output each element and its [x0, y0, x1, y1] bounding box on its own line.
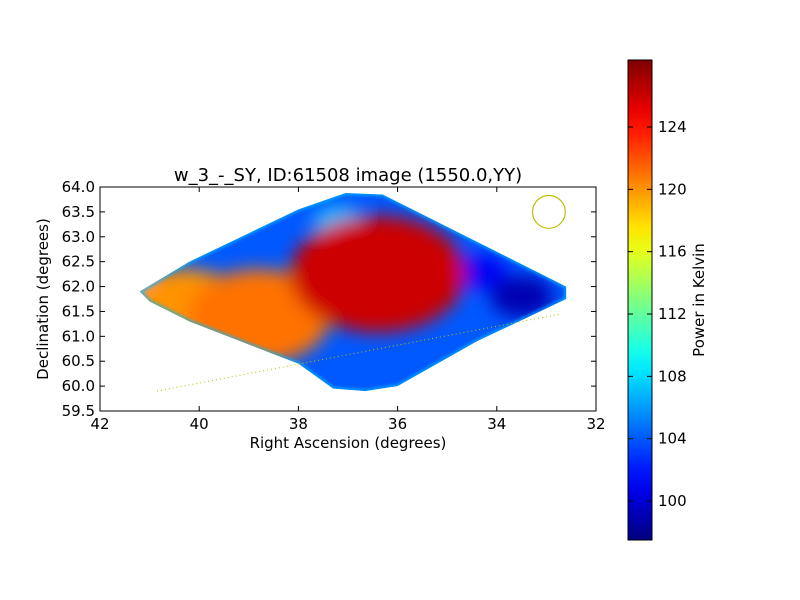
y-tick-label: 60.5 — [62, 352, 95, 370]
y-axis-label: Declination (degrees) — [34, 218, 52, 380]
colorbar-tick-label: 104 — [658, 430, 687, 448]
x-axis-ticks: 42 40 38 36 34 32 — [90, 187, 606, 433]
x-tick-label: 42 — [90, 415, 109, 433]
colorbar: 100 104 108 112 116 120 124 Power in Kelvin — [627, 59, 708, 541]
x-tick-label: 38 — [289, 415, 308, 433]
footprint-edge — [139, 193, 567, 392]
x-tick-label: 34 — [487, 415, 506, 433]
x-tick-label: 40 — [190, 415, 209, 433]
y-tick-label: 59.5 — [62, 402, 95, 420]
colorbar-ticks: 100 104 108 112 116 120 124 — [628, 118, 687, 510]
beam-circle — [531, 194, 566, 229]
y-axis-ticks: 59.5 60.0 60.5 61.0 61.5 62.0 62.5 63.0 63.5 64.0 — [62, 178, 596, 420]
y-tick-label: 63.0 — [62, 228, 95, 246]
chart-title: w_3_-_SY, ID:61508 image (1550.0,YY) — [174, 165, 522, 186]
heatmap-feature — [490, 275, 554, 318]
colorbar-tick-label: 116 — [658, 243, 687, 261]
heatmap-feature — [290, 215, 466, 333]
overlays — [156, 194, 566, 392]
colorbar-tick-label: 108 — [658, 367, 687, 385]
colorbar-tick-label: 124 — [658, 118, 687, 136]
y-tick-label: 64.0 — [62, 178, 95, 196]
colorbar-gradient — [628, 60, 652, 540]
y-tick-label: 62.0 — [62, 278, 95, 296]
y-tick-label: 63.5 — [62, 203, 95, 221]
heatmap-plot — [139, 193, 567, 392]
y-tick-label: 62.5 — [62, 253, 95, 271]
y-tick-label: 61.5 — [62, 302, 95, 320]
y-tick-label: 60.0 — [62, 377, 95, 395]
heatmap-features — [139, 205, 554, 364]
heatmap-footprint — [139, 193, 567, 392]
dotted-track-line — [156, 313, 562, 392]
x-tick-label: 36 — [388, 415, 407, 433]
y-tick-label: 61.0 — [62, 327, 95, 345]
x-tick-label: 32 — [586, 415, 605, 433]
colorbar-frame — [627, 59, 653, 541]
plot-frame — [99, 186, 597, 412]
colorbar-tick-label: 100 — [658, 492, 687, 510]
colorbar-label: Power in Kelvin — [690, 243, 708, 357]
heatmap-feature — [457, 255, 507, 289]
x-axis-label: Right Ascension (degrees) — [250, 434, 447, 452]
colorbar-tick-label: 120 — [658, 180, 687, 198]
colorbar-tick-label: 112 — [658, 305, 687, 323]
